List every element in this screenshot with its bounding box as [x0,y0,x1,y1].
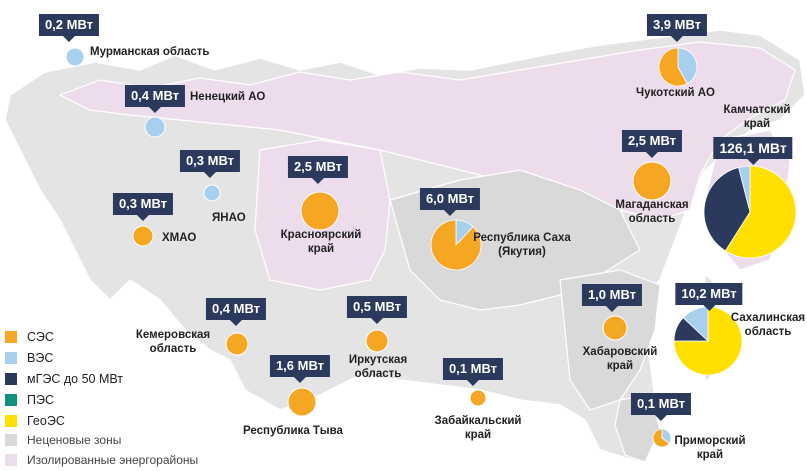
pie-hmao-ses [132,225,154,247]
label-kemerovo: Кемеровская область [135,329,211,355]
legend-label: ГеоЭС [27,413,65,428]
label-murmansk: Мурманская область [90,46,210,58]
badge-irkutsk: 0,5 МВт [346,296,408,324]
label-tyva: Республика Тыва [243,425,343,437]
label-primorsky: Приморский край [674,435,746,461]
badge-primorsky: 0,1 МВт [630,393,692,421]
pie-krasnoyarsk-ses [300,191,340,231]
legend-label: мГЭС до 50 МВт [27,371,124,386]
badge-kemerovo: 0,4 МВт [205,298,267,326]
pie-chukotka-ves [677,47,698,85]
label-yakutia: Республика Саха (Якутия) [473,232,571,258]
label-magadan: Магаданская область [615,199,689,225]
label-chukotka: Чукотский АО [636,87,715,99]
legend-item-non-price: Неценовые зоны [5,430,198,450]
legend-swatch [5,351,17,364]
legend-swatch [5,330,17,343]
badge-khabarovsk: 1,0 МВт [581,284,643,312]
label-zabaikalsky: Забайкальский край [434,415,522,441]
legend-swatch [5,372,17,385]
legend-item-ses: СЭС [5,326,123,347]
label-sakhalin: Сахалинская область [730,312,806,338]
legend: СЭС ВЭС мГЭС до 50 МВт ПЭС ГеоЭС [5,326,123,431]
pie-yanao-ves [203,184,221,202]
legend-swatch [5,393,17,406]
legend-swatch [5,414,17,427]
legend-label: СЭС [27,329,54,344]
badge-magadan: 2,5 МВт [621,130,683,158]
pie-chukotka-ses [658,47,688,87]
pie-primorsky-ses [652,428,670,448]
legend-item-ves: ВЭС [5,347,123,368]
pie-irkutsk-ses [365,329,389,353]
zone-legend: Неценовые зоны Изолированные энергорайон… [5,430,198,470]
label-kamchatka: Камчатский край [723,104,791,130]
badge-krasnoyarsk: 2,5 МВт [287,156,349,184]
legend-label: ВЭС [27,350,54,365]
label-irkutsk: Иркутская область [348,354,408,380]
pie-tyva-ses [287,387,317,417]
badge-tyva: 1,6 МВт [269,355,331,383]
badge-hmao: 0,3 МВт [112,193,174,221]
legend-label: Неценовые зоны [27,433,122,447]
pie-kamchatka-ves [738,165,751,213]
pie-magadan-ses [632,161,672,201]
badge-nenets: 0,4 МВт [124,85,186,113]
badge-chukotka: 3,9 МВт [646,14,708,42]
label-yanao: ЯНАО [212,212,246,224]
badge-murmansk: 0,2 МВт [38,14,100,42]
pie-kamchatka-mges [703,166,751,252]
badge-yanao: 0,3 МВт [179,150,241,178]
badge-yakutia: 6,0 МВт [419,188,481,216]
label-nenets: Ненецкий АО [190,91,266,103]
legend-item-geoes: ГеоЭС [5,410,123,431]
label-hmao: ХМАО [162,232,197,244]
legend-item-isolated: Изолированные энергорайоны [5,450,198,470]
pie-yakutia-ses [430,219,482,271]
legend-label: ПЭС [27,392,54,407]
label-khabarovsk: Хабаровский край [582,346,658,372]
pie-kemerovo-ses [225,332,249,356]
legend-label: Изолированные энергорайоны [27,453,199,467]
pie-nenets-ves [144,116,166,138]
legend-swatch [5,434,17,446]
badge-sakhalin: 10,2 МВт [675,283,743,311]
pie-murmansk-ves [65,47,85,67]
pie-zabaikalsky-ses [469,389,487,407]
legend-item-pes: ПЭС [5,389,123,410]
label-krasnoyarsk: Красноярский край [280,229,362,255]
pie-khabarovsk-ses [602,315,628,341]
pie-kamchatka-geoes [724,165,797,259]
badge-zabaikalsky: 0,1 МВт [442,358,504,386]
legend-item-mges: мГЭС до 50 МВт [5,368,123,389]
legend-swatch [5,454,17,466]
badge-kamchatka: 126,1 МВт [713,137,793,165]
